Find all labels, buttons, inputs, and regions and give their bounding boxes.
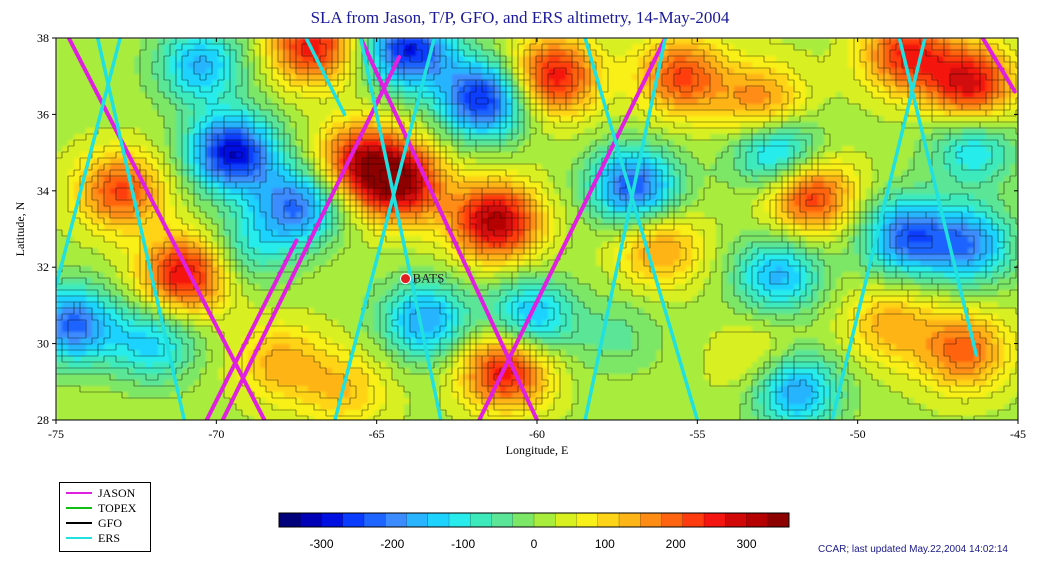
colorbar-tick-label: 0 bbox=[531, 537, 538, 551]
bats-station-dot bbox=[401, 274, 411, 284]
bats-station-label: BATS bbox=[413, 271, 445, 286]
update-credit: CCAR; last updated May.22,2004 14:02:14 bbox=[818, 544, 1008, 555]
colorbar-segment bbox=[704, 513, 726, 527]
sla-map: -75 -70 -65 -60 -55 -50 -45 28 30 32 34 36 38 Longitu… bbox=[0, 0, 1040, 561]
colorbar-segment bbox=[747, 513, 769, 527]
y-axis-title: Latitude, N bbox=[13, 201, 27, 256]
legend-swatch bbox=[66, 507, 92, 509]
x-tick-label: -60 bbox=[529, 427, 545, 441]
colorbar-tick-label: -100 bbox=[451, 537, 475, 551]
legend-label: GFO bbox=[98, 516, 122, 531]
colorbar-segment bbox=[725, 513, 747, 527]
colorbar-segment bbox=[640, 513, 662, 527]
colorbar-segment bbox=[662, 513, 684, 527]
legend-swatch bbox=[66, 537, 92, 539]
colorbar-tick-label: -300 bbox=[309, 537, 333, 551]
legend-label: ERS bbox=[98, 531, 120, 546]
colorbar-segment bbox=[449, 513, 471, 527]
colorbar-segment bbox=[577, 513, 599, 527]
colorbar-tick-label: 100 bbox=[595, 537, 615, 551]
colorbar-tick-label: 200 bbox=[666, 537, 686, 551]
y-tick-label: 38 bbox=[37, 31, 49, 45]
track-legend: JASON TOPEX GFO ERS bbox=[59, 482, 151, 552]
colorbar-segment bbox=[300, 513, 322, 527]
legend-label: TOPEX bbox=[98, 501, 136, 516]
y-tick-label: 34 bbox=[37, 184, 49, 198]
colorbar-segment bbox=[598, 513, 620, 527]
legend-label: JASON bbox=[98, 486, 135, 501]
x-tick-label: -55 bbox=[689, 427, 705, 441]
colorbar-segment bbox=[619, 513, 641, 527]
y-tick-label: 30 bbox=[37, 337, 49, 351]
colorbar-segment bbox=[343, 513, 365, 527]
colorbar-segment bbox=[534, 513, 556, 527]
colorbar-segment bbox=[555, 513, 577, 527]
x-tick-label: -70 bbox=[208, 427, 224, 441]
colorbar-segment bbox=[407, 513, 429, 527]
colorbar-segment bbox=[513, 513, 535, 527]
colorbar-tick-label: 300 bbox=[736, 537, 756, 551]
colorbar-segment bbox=[279, 513, 301, 527]
x-axis-title: Longitude, E bbox=[506, 443, 569, 457]
x-tick-label: -45 bbox=[1010, 427, 1026, 441]
colorbar-segment bbox=[385, 513, 407, 527]
colorbar-segment bbox=[364, 513, 386, 527]
x-tick-label: -65 bbox=[369, 427, 385, 441]
colorbar-segment bbox=[428, 513, 450, 527]
colorbar-segment bbox=[492, 513, 514, 527]
colorbar-segment bbox=[470, 513, 492, 527]
colorbar-segment bbox=[768, 513, 790, 527]
legend-swatch bbox=[66, 522, 92, 524]
colorbar-segment bbox=[683, 513, 705, 527]
y-tick-label: 28 bbox=[37, 413, 49, 427]
colorbar-tick-label: -200 bbox=[380, 537, 404, 551]
colorbar: -300 -200 -100 0 100 200 300 bbox=[279, 513, 790, 551]
colorbar-segment bbox=[322, 513, 344, 527]
x-tick-label: -75 bbox=[48, 427, 64, 441]
x-tick-label: -50 bbox=[850, 427, 866, 441]
y-tick-label: 36 bbox=[37, 107, 49, 121]
y-tick-label: 32 bbox=[37, 260, 49, 274]
legend-swatch bbox=[66, 492, 92, 494]
